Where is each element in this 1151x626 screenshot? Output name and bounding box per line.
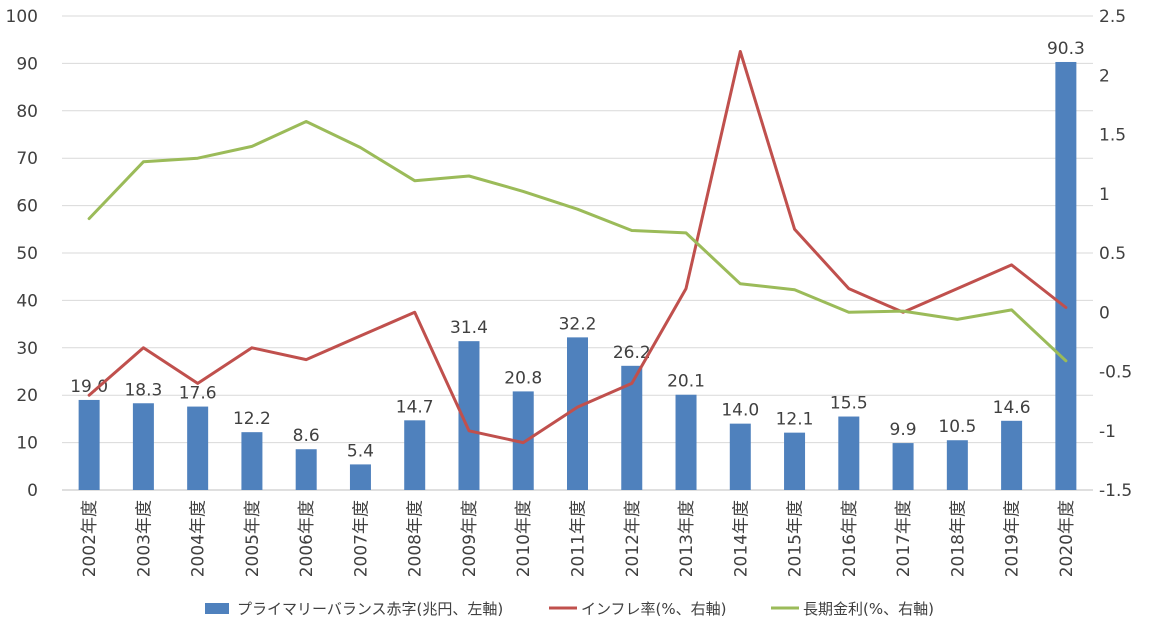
bar-data-label: 14.6 xyxy=(993,398,1031,418)
left-tick-label: 80 xyxy=(16,102,38,122)
bar xyxy=(1055,61,1077,491)
bar xyxy=(241,432,263,490)
bar xyxy=(729,423,751,490)
bar xyxy=(675,394,697,490)
bar-series xyxy=(78,61,1077,491)
x-tick-label: 2007年度 xyxy=(351,500,371,577)
bar xyxy=(784,432,806,490)
bar-data-label: 8.6 xyxy=(293,426,320,446)
right-tick-label: -1 xyxy=(1099,422,1116,442)
bar xyxy=(567,337,588,490)
x-tick-label: 2020年度 xyxy=(1057,500,1077,577)
bar xyxy=(458,341,480,490)
bar-data-label: 32.2 xyxy=(559,314,597,334)
left-tick-label: 60 xyxy=(16,197,38,217)
x-tick-label: 2017年度 xyxy=(894,500,914,577)
x-tick-label: 2015年度 xyxy=(786,500,806,577)
bar-data-label: 5.4 xyxy=(347,441,374,461)
bar xyxy=(349,464,371,490)
bar xyxy=(78,399,100,490)
left-tick-label: 90 xyxy=(16,54,38,74)
x-axis-ticks: 2002年度 2003年度 2004年度 2005年度 2006年度 2007年度 2008… xyxy=(80,500,1077,577)
bar-data-label: 20.8 xyxy=(504,368,542,388)
left-tick-label: 100 xyxy=(6,7,38,27)
left-tick-label: 50 xyxy=(16,244,38,264)
right-axis: -1.5 -1 -0.5 0 0.5 1 1.5 2 2.5 xyxy=(1099,7,1132,501)
left-tick-label: 40 xyxy=(16,291,38,311)
bar xyxy=(892,443,914,490)
x-tick-label: 2011年度 xyxy=(569,500,589,577)
x-tick-label: 2008年度 xyxy=(406,500,426,577)
legend-label: 長期金利(%、右軸) xyxy=(803,600,934,618)
x-tick-label: 2012年度 xyxy=(623,500,643,577)
x-tick-label: 2003年度 xyxy=(134,500,154,577)
right-tick-label: 0 xyxy=(1099,303,1110,323)
legend-label: プライマリーバランス赤字(兆円、左軸) xyxy=(237,600,503,618)
right-tick-label: -1.5 xyxy=(1099,481,1132,501)
bar-data-label: 90.3 xyxy=(1047,39,1085,59)
bar xyxy=(946,440,968,490)
line-series xyxy=(87,50,1068,445)
bar xyxy=(404,420,426,490)
x-tick-label: 2018年度 xyxy=(948,500,968,577)
legend-swatch-bar xyxy=(205,603,229,614)
x-tick-label: 2009年度 xyxy=(460,500,480,577)
line-series-path xyxy=(87,120,1068,363)
x-tick-label: 2004年度 xyxy=(189,500,209,577)
right-tick-label: -0.5 xyxy=(1099,363,1132,383)
bar xyxy=(187,406,209,490)
bar xyxy=(838,416,860,490)
right-tick-label: 1 xyxy=(1099,185,1110,205)
bar-data-label: 12.2 xyxy=(233,409,271,429)
bar-data-label: 9.9 xyxy=(890,420,917,440)
left-tick-label: 10 xyxy=(16,434,38,454)
bar-data-label: 20.1 xyxy=(667,372,705,392)
bar-data-labels: 19.0 18.3 17.6 12.2 8.6 5.4 14.7 31.4 20.8 32.2 26… xyxy=(70,39,1085,461)
bar-data-label: 18.3 xyxy=(124,380,162,400)
bar xyxy=(295,449,317,490)
x-tick-label: 2016年度 xyxy=(840,500,860,577)
x-tick-label: 2013年度 xyxy=(677,500,697,577)
bar-data-label: 15.5 xyxy=(830,394,868,414)
bar xyxy=(512,391,534,490)
right-tick-label: 2.5 xyxy=(1099,7,1126,27)
right-tick-label: 1.5 xyxy=(1099,126,1126,146)
x-tick-label: 2014年度 xyxy=(731,500,751,577)
x-tick-label: 2019年度 xyxy=(1003,500,1023,577)
bar-data-label: 10.5 xyxy=(938,417,976,437)
legend-label: インフレ率(%、右軸) xyxy=(581,600,727,618)
left-tick-label: 30 xyxy=(16,339,38,359)
x-tick-label: 2010年度 xyxy=(514,500,534,577)
bar-data-label: 14.0 xyxy=(721,401,759,421)
bar-data-label: 26.2 xyxy=(613,343,651,363)
right-tick-label: 0.5 xyxy=(1099,244,1126,264)
left-tick-label: 20 xyxy=(16,386,38,406)
legend: プライマリーバランス赤字(兆円、左軸) インフレ率(%、右軸) 長期金利(%、右軸) xyxy=(205,600,934,618)
bar-data-label: 17.6 xyxy=(179,384,217,404)
bar-data-label: 14.7 xyxy=(396,397,434,417)
gridlines xyxy=(62,15,1093,444)
bar xyxy=(132,403,154,490)
bar-data-label: 12.1 xyxy=(776,410,814,430)
bar-data-label: 31.4 xyxy=(450,318,488,338)
x-tick-label: 2006年度 xyxy=(297,500,317,577)
left-axis: 0 10 20 30 40 50 60 70 80 90 100 xyxy=(6,7,38,501)
x-tick-label: 2002年度 xyxy=(80,500,100,577)
left-tick-label: 0 xyxy=(27,481,38,501)
bar xyxy=(1001,420,1023,490)
left-tick-label: 70 xyxy=(16,149,38,169)
bar xyxy=(621,365,643,490)
x-tick-label: 2005年度 xyxy=(243,500,263,577)
bar-data-label: 19.0 xyxy=(70,377,108,397)
right-tick-label: 2 xyxy=(1099,66,1110,86)
